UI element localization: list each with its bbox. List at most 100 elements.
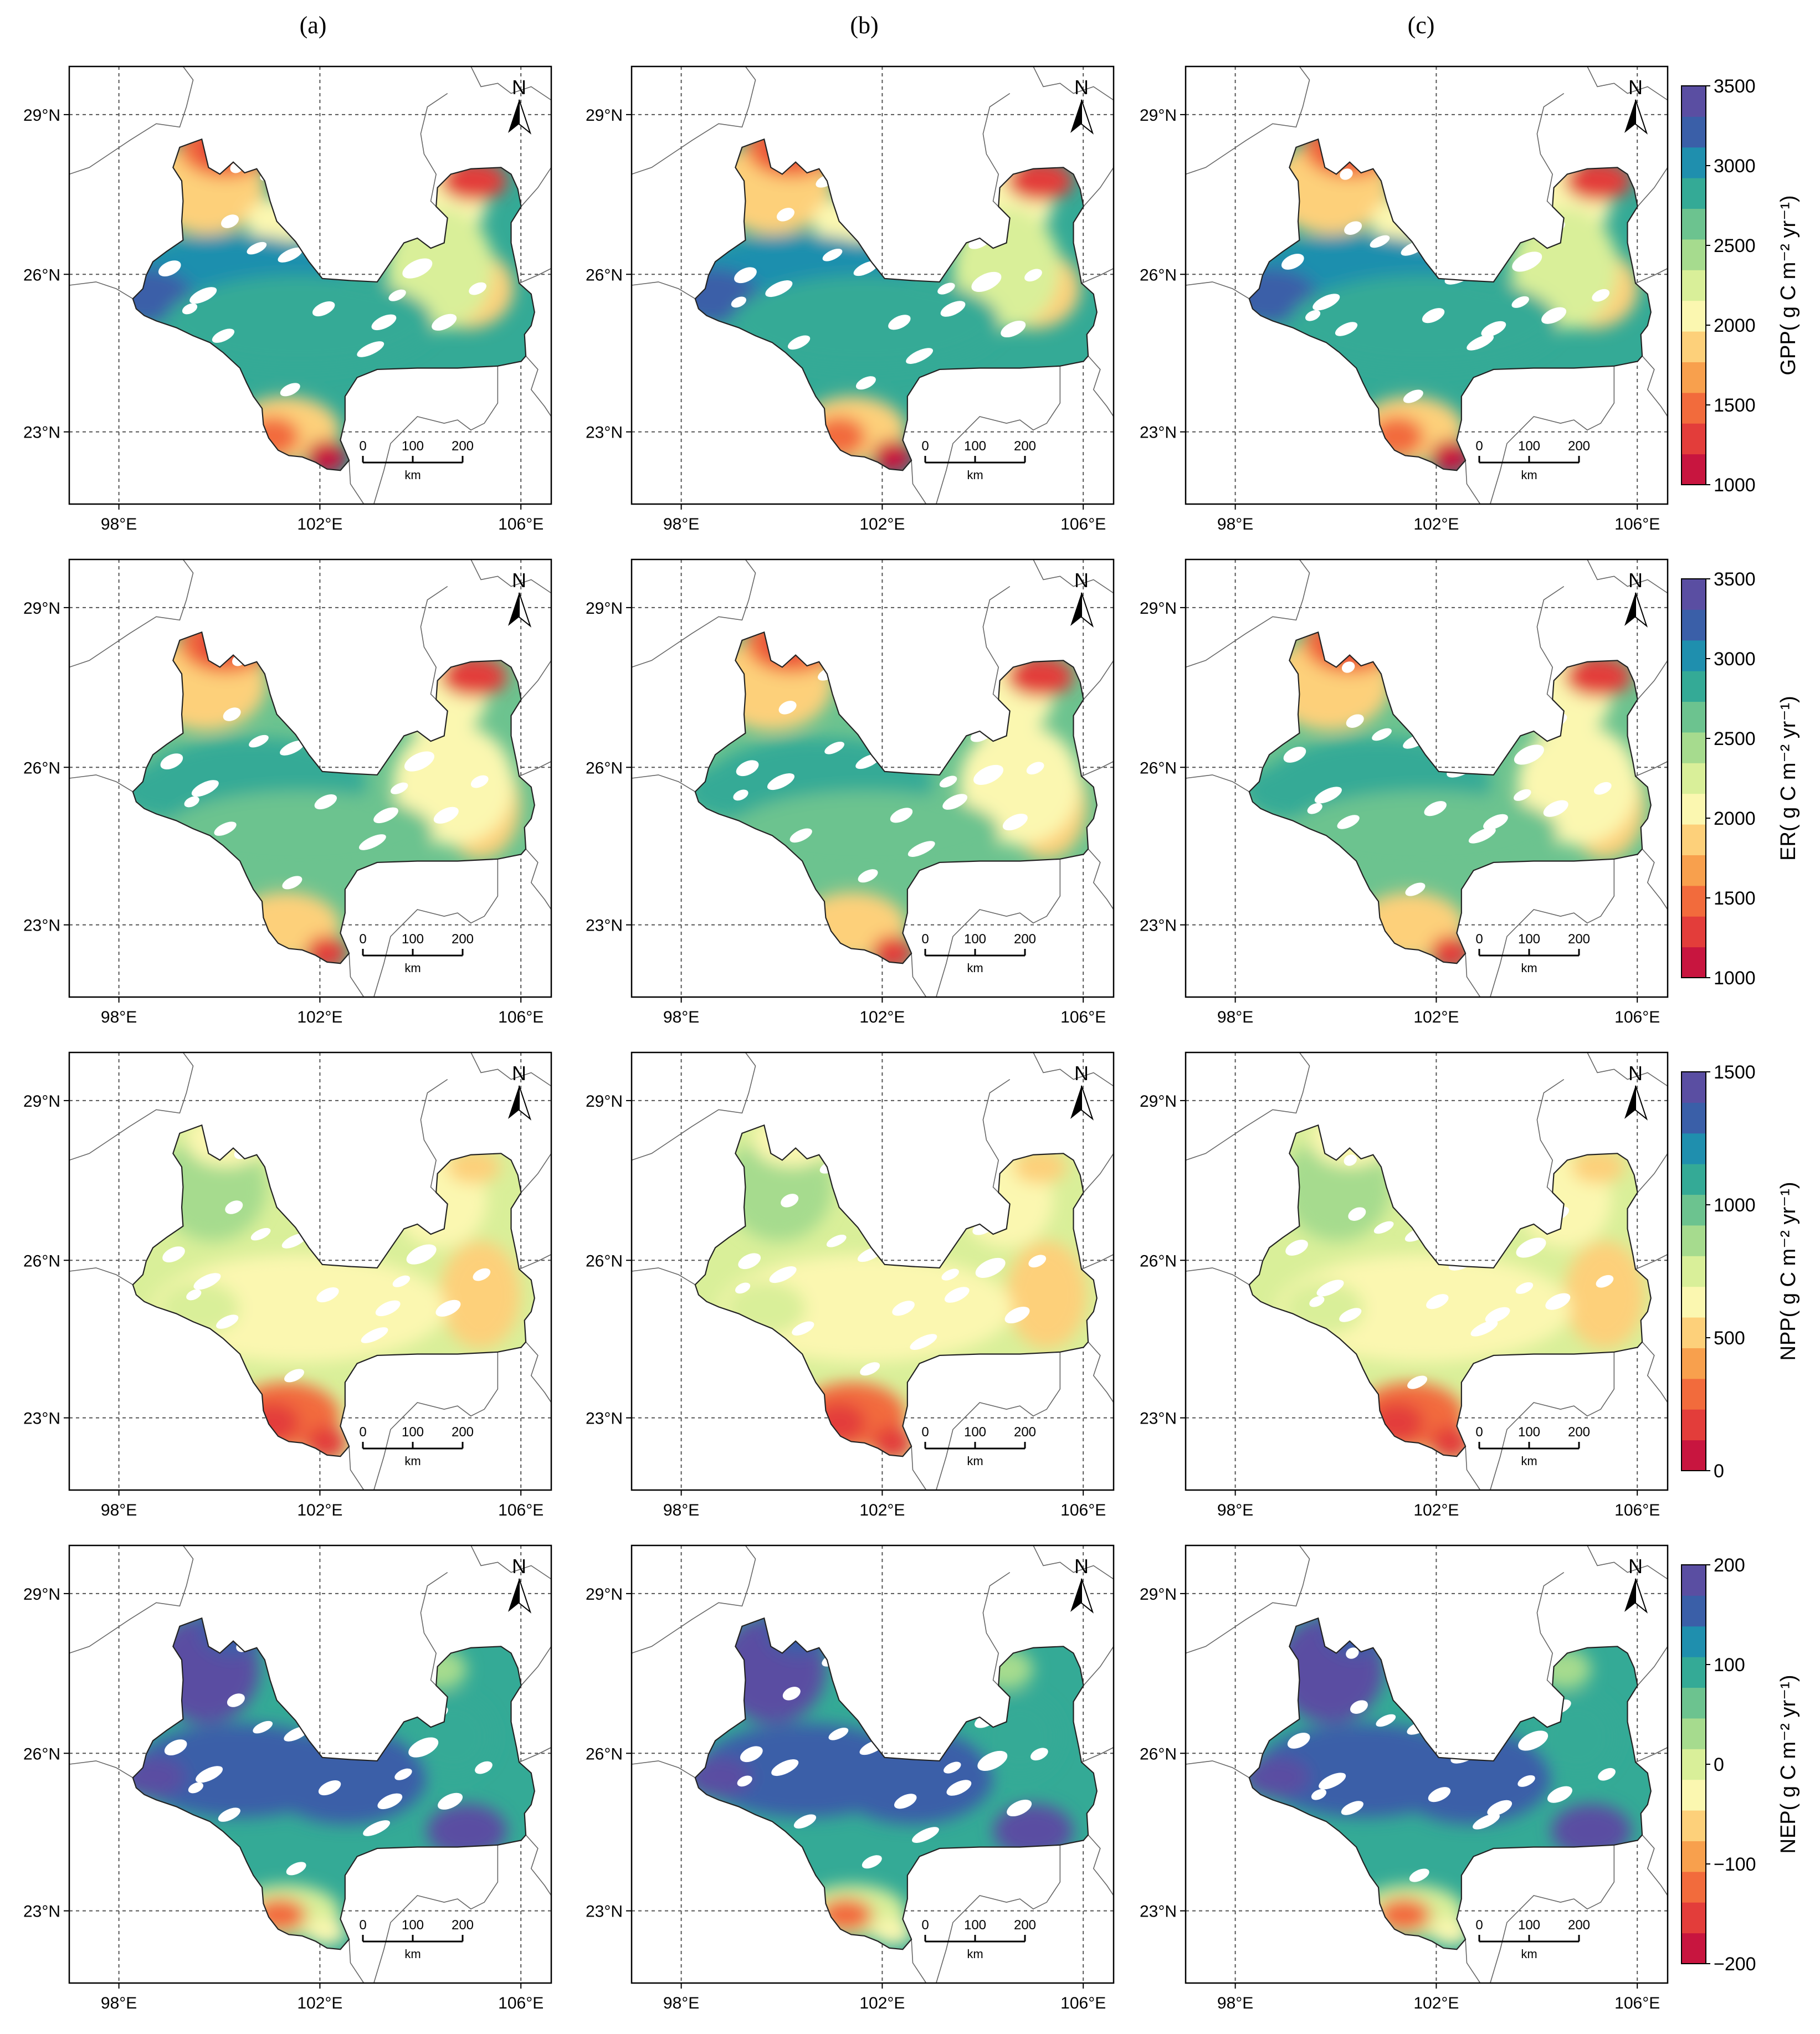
- lat-tick-label: 26°N: [23, 1252, 60, 1270]
- no-data-gap: [975, 1257, 1006, 1278]
- province-boundary: [1638, 1646, 1668, 1685]
- raster-cell: [253, 1898, 306, 1932]
- raster-field: [132, 1618, 535, 1950]
- scale-bar-unit: km: [404, 1947, 421, 1961]
- province-boundary: [69, 66, 193, 174]
- colorbar-segment: [1681, 1194, 1706, 1226]
- scale-bar-tick-label: 0: [1475, 1918, 1483, 1933]
- no-data-gap: [406, 1244, 437, 1265]
- north-arrow-right: [1081, 1578, 1094, 1614]
- no-data-gap: [1405, 882, 1426, 896]
- raster-cell: [745, 632, 839, 674]
- scale-bar-tick-label: 0: [1475, 439, 1483, 454]
- no-data-gap: [1372, 728, 1392, 741]
- province-boundary: [69, 282, 133, 299]
- lat-tick-label: 23°N: [1140, 1410, 1177, 1428]
- no-data-gap: [915, 1231, 946, 1251]
- no-data-gap: [941, 1268, 959, 1281]
- scale-bar-unit: km: [1521, 961, 1537, 975]
- colorbar-tick-label: 2000: [1714, 808, 1756, 829]
- colorbar-tick-label: 3500: [1714, 76, 1756, 97]
- province-boundary: [1587, 66, 1668, 100]
- raster-cell: [765, 632, 806, 660]
- lon-tick-label: 106°E: [498, 1994, 544, 2012]
- colorbar-segment: [1681, 392, 1706, 424]
- raster-field: [1249, 139, 1651, 471]
- raster-gradient: [132, 139, 514, 471]
- province-boundary: [1186, 1761, 1249, 1778]
- colorbar-title: GPP( g C m⁻² yr⁻¹): [1777, 195, 1800, 375]
- raster-cell: [812, 1403, 866, 1443]
- province-boundary: [374, 1845, 498, 1983]
- no-data-gap: [1407, 1375, 1428, 1389]
- lon-tick-label: 106°E: [1614, 515, 1660, 533]
- province-boundary: [1088, 849, 1114, 910]
- no-data-gap: [216, 1314, 239, 1329]
- no-data-gap: [782, 1687, 801, 1701]
- lat-tick-label: 26°N: [23, 266, 60, 284]
- neighbour-boundaries: [1186, 1545, 1668, 1983]
- raster-cell: [1006, 161, 1074, 202]
- no-data-gap: [1305, 310, 1321, 321]
- north-arrow: N: [1624, 76, 1648, 135]
- colorbar-title: NEP( g C m⁻² yr⁻¹): [1777, 1675, 1800, 1854]
- lat-tick-label: 29°N: [1140, 1092, 1177, 1111]
- province-boundary: [1081, 269, 1114, 284]
- north-arrow-left: [1624, 593, 1636, 626]
- scale-bar-unit: km: [1521, 1454, 1537, 1468]
- no-data-gap: [781, 1194, 799, 1208]
- no-data-gap: [1317, 1114, 1330, 1126]
- no-data-gap: [337, 752, 368, 771]
- province-boundary: [1186, 1545, 1310, 1653]
- no-data-gap: [801, 648, 814, 660]
- north-arrow: N: [1624, 569, 1648, 628]
- colorbar-segment: [1681, 1687, 1706, 1719]
- raster-cell: [765, 139, 806, 165]
- no-data-gap: [390, 782, 408, 794]
- no-data-gap: [1026, 762, 1044, 775]
- no-data-gap: [341, 1738, 372, 1757]
- province-boundary: [911, 953, 926, 997]
- no-data-gap: [182, 303, 198, 315]
- province-boundary: [1033, 559, 1114, 593]
- no-data-gap: [894, 1794, 917, 1809]
- no-data-gap: [1002, 813, 1028, 831]
- province-boundary: [1587, 1052, 1668, 1086]
- province-boundary: [632, 1761, 695, 1778]
- no-data-gap: [769, 1266, 797, 1283]
- province-boundary: [936, 1845, 1060, 1983]
- province-boundary: [349, 460, 364, 504]
- raster-gradient: [1249, 1618, 1632, 1945]
- colorbar-tick-label: 2500: [1714, 728, 1756, 749]
- no-data-gap: [973, 764, 1004, 785]
- colorbar-segment: [1681, 855, 1706, 886]
- scale-bar-tick-label: 0: [1475, 932, 1483, 947]
- no-data-gap: [944, 1287, 970, 1303]
- colorbar-segment: [1681, 270, 1706, 301]
- no-data-gap: [473, 1268, 491, 1281]
- lat-tick-label: 23°N: [586, 1410, 623, 1428]
- lon-tick-label: 98°E: [663, 1008, 699, 1026]
- no-data-gap: [892, 1301, 915, 1316]
- no-data-gap: [946, 1780, 972, 1796]
- no-data-gap: [1592, 289, 1610, 302]
- province-boundary: [1638, 660, 1668, 699]
- lon-tick-label: 106°E: [498, 1501, 544, 1519]
- no-data-gap: [196, 1766, 223, 1783]
- no-data-gap: [312, 301, 335, 317]
- province-boundary: [1465, 460, 1480, 504]
- colorbar-frame: [1681, 1071, 1706, 1471]
- colorbar-gpp: 1000 1500 2000 2500 3000 3500 GPP( g C m⁻² yr⁻…: [1681, 76, 1800, 496]
- no-data-gap: [208, 1125, 219, 1131]
- no-data-gap: [939, 775, 957, 788]
- scale-bar-tick-label: 200: [1568, 439, 1590, 454]
- colorbar-segment: [1681, 1749, 1706, 1780]
- raster-cell: [1303, 139, 1397, 178]
- raster-cell: [1006, 656, 1074, 697]
- colorbar-tick-label: 0: [1714, 1754, 1724, 1775]
- no-data-gap: [776, 636, 786, 645]
- raster-cell: [980, 1649, 1033, 1690]
- province-boundary: [632, 282, 695, 299]
- scale-bar: 0 100 200 km: [1475, 439, 1590, 482]
- no-data-gap: [765, 280, 793, 297]
